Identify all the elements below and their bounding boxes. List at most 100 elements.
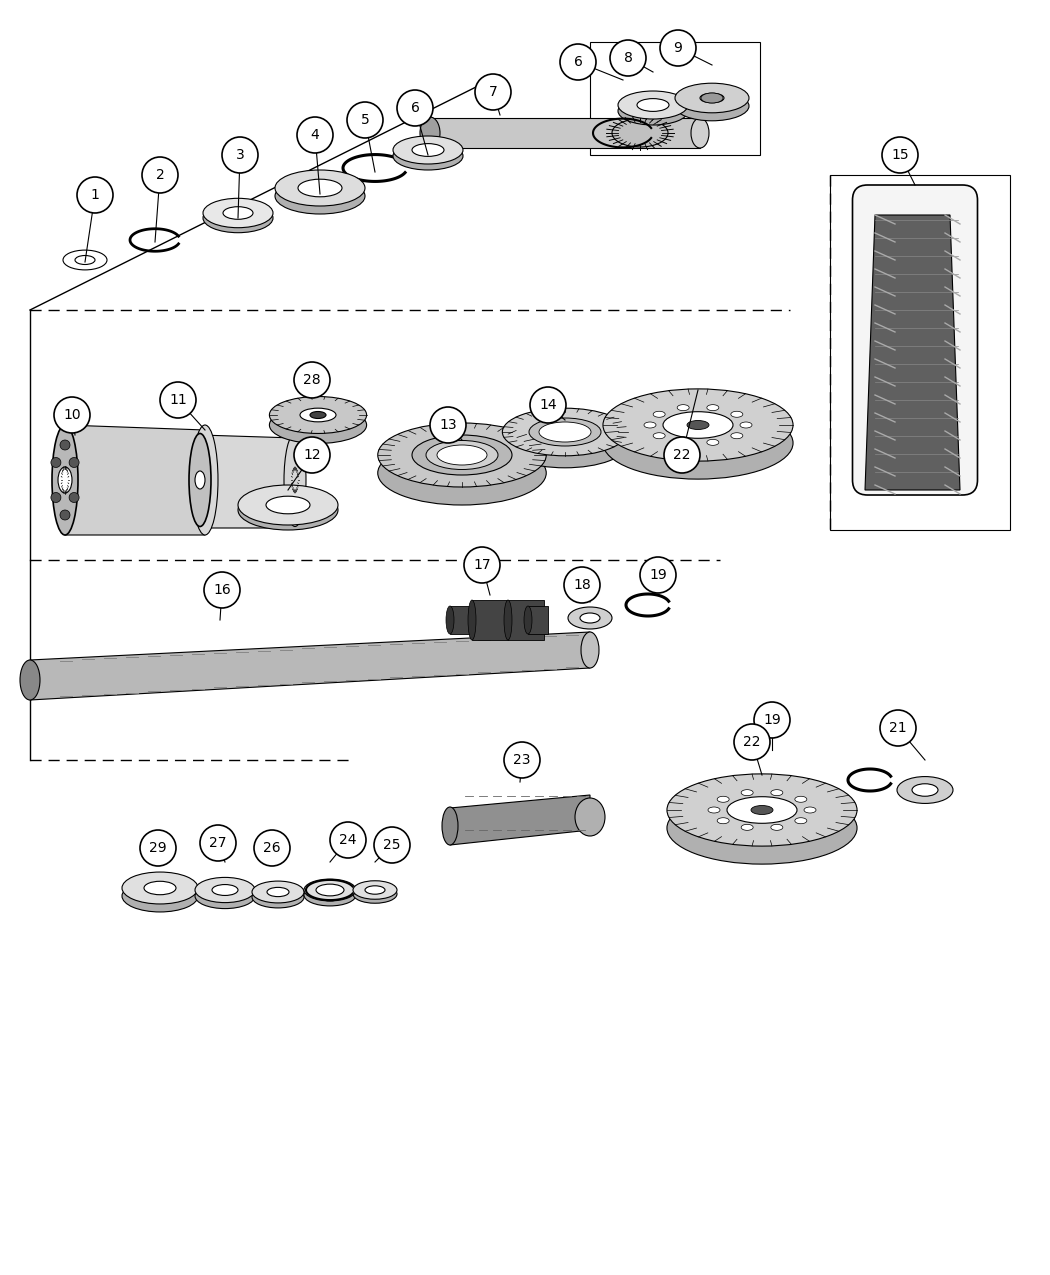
Circle shape [254,830,290,866]
Ellipse shape [238,484,338,525]
Text: 1: 1 [90,187,100,201]
Ellipse shape [502,421,628,468]
Ellipse shape [195,470,205,490]
Ellipse shape [267,887,289,896]
Ellipse shape [238,490,338,530]
Ellipse shape [195,884,255,909]
Ellipse shape [731,432,742,439]
Ellipse shape [663,430,733,456]
Text: 12: 12 [303,448,321,462]
Text: 15: 15 [891,148,909,162]
Ellipse shape [637,105,669,117]
Polygon shape [65,425,205,536]
Ellipse shape [212,890,238,901]
Ellipse shape [691,119,709,148]
Circle shape [222,136,258,173]
Circle shape [69,492,79,502]
Ellipse shape [603,389,793,462]
Ellipse shape [727,815,797,842]
Polygon shape [508,601,544,640]
Polygon shape [472,601,508,640]
Ellipse shape [353,885,397,903]
Ellipse shape [270,407,366,444]
Ellipse shape [568,607,612,629]
Ellipse shape [504,601,512,640]
Circle shape [397,91,433,126]
Text: 8: 8 [624,51,632,65]
Ellipse shape [677,440,689,445]
Ellipse shape [122,880,198,912]
Text: 26: 26 [264,842,280,856]
Ellipse shape [298,180,342,196]
Ellipse shape [541,423,589,441]
Ellipse shape [731,412,742,417]
Ellipse shape [420,117,440,149]
Ellipse shape [911,789,939,802]
Text: 3: 3 [235,148,245,162]
Ellipse shape [310,412,326,418]
Text: 14: 14 [540,398,557,412]
Circle shape [880,710,916,746]
Ellipse shape [502,408,628,455]
Circle shape [882,136,918,173]
Circle shape [640,557,676,593]
Text: 19: 19 [649,567,667,581]
Circle shape [294,437,330,473]
Circle shape [142,157,178,193]
Circle shape [475,74,511,110]
Ellipse shape [751,806,773,815]
Text: 17: 17 [474,558,490,572]
Ellipse shape [708,807,720,813]
Ellipse shape [412,435,512,476]
Text: 16: 16 [213,583,231,597]
Ellipse shape [580,613,600,623]
Circle shape [77,177,113,213]
Circle shape [140,830,176,866]
Ellipse shape [771,825,783,830]
Text: 23: 23 [513,754,530,768]
Text: 5: 5 [360,113,370,128]
Ellipse shape [298,187,342,205]
Ellipse shape [304,878,356,901]
Text: 6: 6 [573,55,583,69]
Ellipse shape [316,884,344,896]
Ellipse shape [252,881,304,903]
Circle shape [530,388,566,423]
Ellipse shape [275,170,365,207]
Ellipse shape [442,807,458,845]
Circle shape [560,45,596,80]
Ellipse shape [393,142,463,170]
Ellipse shape [144,881,176,895]
Ellipse shape [667,792,857,864]
Ellipse shape [701,93,723,103]
Text: 27: 27 [209,836,227,850]
Text: 11: 11 [169,393,187,407]
Ellipse shape [795,797,806,802]
Ellipse shape [653,432,665,439]
Ellipse shape [700,93,724,103]
Ellipse shape [122,872,198,904]
Circle shape [200,825,236,861]
Ellipse shape [644,422,656,428]
Polygon shape [528,606,548,634]
Text: 22: 22 [673,448,691,462]
Circle shape [464,547,500,583]
Polygon shape [865,215,960,490]
Ellipse shape [804,807,816,813]
Text: 6: 6 [411,101,419,115]
Ellipse shape [432,444,492,467]
Ellipse shape [365,890,385,898]
FancyBboxPatch shape [853,185,978,495]
Ellipse shape [912,784,938,797]
Text: 24: 24 [339,833,357,847]
Ellipse shape [741,789,753,796]
Ellipse shape [653,412,665,417]
Ellipse shape [677,404,689,411]
Text: 22: 22 [743,734,761,748]
Ellipse shape [437,445,487,465]
Ellipse shape [192,425,218,536]
Text: 10: 10 [63,408,81,422]
Ellipse shape [378,441,546,505]
Ellipse shape [603,407,793,479]
Text: 28: 28 [303,374,321,388]
